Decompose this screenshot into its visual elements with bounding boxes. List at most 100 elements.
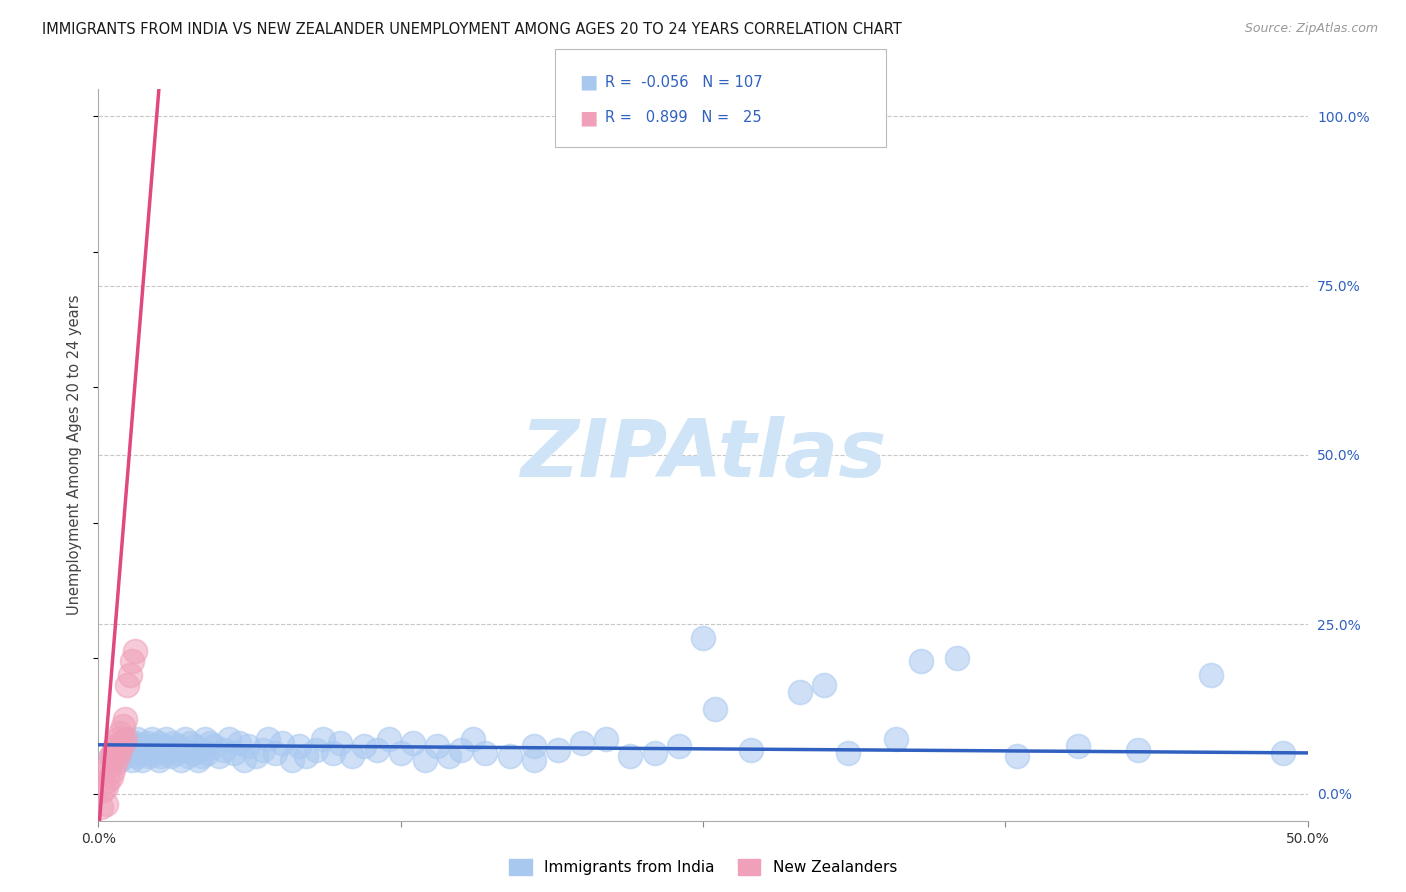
Point <box>91 766 114 780</box>
Point <box>305 742 328 756</box>
Point <box>141 732 163 747</box>
Point <box>523 739 546 753</box>
Point <box>181 746 204 760</box>
Point <box>474 746 496 760</box>
Point <box>353 739 375 753</box>
Point <box>135 736 157 750</box>
Point <box>131 753 153 767</box>
Point <box>195 746 218 760</box>
Point <box>114 732 136 747</box>
Point <box>208 749 231 764</box>
Point <box>165 746 187 760</box>
Point <box>389 746 412 760</box>
Point <box>152 739 174 753</box>
Point <box>1128 742 1150 756</box>
Point <box>463 732 485 747</box>
Point <box>281 753 304 767</box>
Point <box>104 756 127 770</box>
Point <box>155 746 177 760</box>
Point <box>295 749 318 764</box>
Point <box>238 739 260 753</box>
Legend: Immigrants from India, New Zealanders: Immigrants from India, New Zealanders <box>509 859 897 875</box>
Point <box>184 739 207 753</box>
Text: R =   0.899   N =   25: R = 0.899 N = 25 <box>605 111 761 125</box>
Point <box>886 732 908 747</box>
Point <box>188 742 211 756</box>
Point <box>101 763 124 777</box>
Point <box>837 746 859 760</box>
Point <box>523 753 546 767</box>
Point <box>94 797 117 811</box>
Point <box>245 749 267 764</box>
Point <box>191 749 214 764</box>
Point <box>740 742 762 756</box>
Point <box>322 746 344 760</box>
Point <box>644 746 666 760</box>
Point <box>212 742 235 756</box>
Point <box>692 631 714 645</box>
Point <box>118 668 141 682</box>
Point <box>413 753 436 767</box>
Point <box>595 732 617 747</box>
Point <box>94 780 117 794</box>
Point <box>107 749 129 764</box>
Point <box>271 736 294 750</box>
Text: Source: ZipAtlas.com: Source: ZipAtlas.com <box>1244 22 1378 36</box>
Point <box>111 736 134 750</box>
Point <box>134 742 156 756</box>
Point <box>252 742 274 756</box>
Point <box>111 742 134 756</box>
Point <box>450 742 472 756</box>
Point <box>547 742 569 756</box>
Point <box>100 749 122 764</box>
Point <box>1320 772 1343 787</box>
Point <box>111 736 134 750</box>
Point <box>402 736 425 750</box>
Point <box>228 736 250 750</box>
Point <box>101 746 124 760</box>
Point <box>114 712 136 726</box>
Point <box>104 746 127 760</box>
Point <box>97 772 120 787</box>
Text: 0.0%: 0.0% <box>82 832 115 846</box>
Point <box>204 739 226 753</box>
Point <box>910 655 932 669</box>
Point <box>174 732 197 747</box>
Point <box>111 719 134 733</box>
Point <box>377 732 399 747</box>
Point <box>187 753 209 767</box>
Point <box>1369 759 1392 773</box>
Point <box>100 749 122 764</box>
Point <box>117 732 139 747</box>
Point <box>232 753 254 767</box>
Point <box>107 732 129 747</box>
Point <box>169 753 191 767</box>
Point <box>946 651 969 665</box>
Point <box>131 739 153 753</box>
Point <box>143 746 166 760</box>
Point <box>127 749 149 764</box>
Text: ■: ■ <box>579 72 598 92</box>
Point <box>198 736 221 750</box>
Point <box>704 702 727 716</box>
Point <box>124 736 146 750</box>
Point <box>312 732 335 747</box>
Point <box>135 746 157 760</box>
Point <box>194 732 217 747</box>
Point <box>138 749 160 764</box>
Point <box>121 655 143 669</box>
Point <box>789 685 811 699</box>
Point <box>172 742 194 756</box>
Text: ■: ■ <box>579 108 598 128</box>
Point <box>329 736 352 750</box>
Point <box>619 749 641 764</box>
Point <box>108 753 131 767</box>
Point <box>157 742 180 756</box>
Point <box>1067 739 1090 753</box>
Point <box>108 742 131 756</box>
Point <box>256 732 278 747</box>
Point <box>128 746 150 760</box>
Text: 50.0%: 50.0% <box>1285 832 1330 846</box>
Point <box>342 749 364 764</box>
Point <box>104 739 127 753</box>
